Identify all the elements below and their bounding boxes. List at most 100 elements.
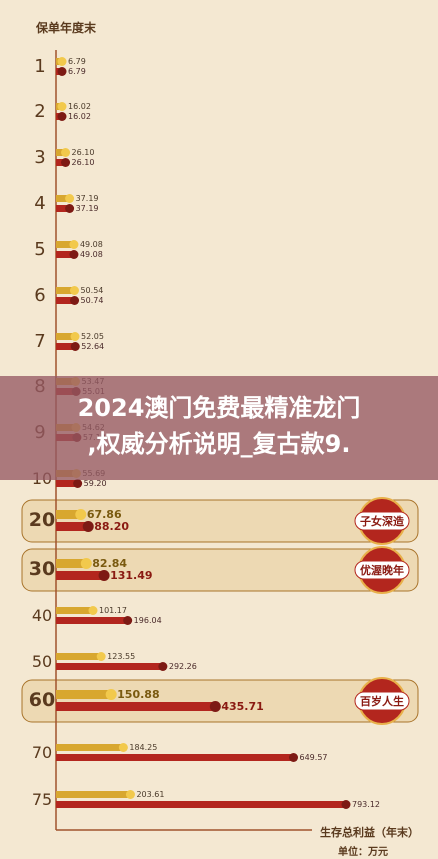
bar-red-label: 131.49: [110, 569, 152, 582]
bar-red: [56, 801, 346, 808]
bar-red-label: 196.04: [134, 616, 162, 625]
bar-red-label: 88.20: [94, 520, 129, 533]
bar-gold-label: 82.84: [92, 557, 127, 570]
bar-red-marker: [98, 570, 110, 581]
badge-label: 百岁人生: [360, 694, 404, 708]
bar-gold: [56, 333, 76, 340]
category-label: 20: [29, 509, 55, 531]
bar-gold: [56, 559, 87, 568]
bar-gold-label: 67.86: [87, 508, 122, 521]
bar-gold: [56, 241, 74, 248]
bar-gold-label: 150.88: [117, 688, 159, 701]
bar-red: [56, 205, 70, 212]
bar-gold-label: 50.54: [80, 286, 103, 295]
bar-gold-label: 184.25: [129, 743, 157, 752]
bar-gold-marker: [61, 148, 71, 157]
bar-red: [56, 754, 294, 761]
bar-red-marker: [82, 521, 94, 532]
category-label: 75: [32, 790, 52, 809]
bar-gold-marker: [57, 57, 67, 66]
bar-gold: [56, 744, 124, 751]
bar-gold: [56, 791, 131, 798]
bar-red-marker: [341, 800, 351, 809]
bar-red-marker: [209, 701, 221, 712]
bar-gold-marker: [70, 332, 80, 341]
bar-red: [56, 663, 163, 670]
bar-gold: [56, 287, 75, 294]
bar-red-marker: [70, 296, 80, 305]
category-label: 70: [32, 743, 52, 762]
bar-gold-marker: [57, 102, 67, 111]
bar-gold-marker: [69, 240, 79, 249]
bar-red-label: 37.19: [76, 204, 99, 213]
bar-red: [56, 343, 76, 350]
bar-gold-label: 203.61: [136, 790, 164, 799]
bar-gold-label: 52.05: [81, 332, 104, 341]
bar-red-marker: [73, 479, 83, 488]
bar-red-label: 50.74: [81, 296, 104, 305]
category-label: 50: [32, 652, 52, 671]
badge-pill: [354, 560, 410, 580]
x-axis-title: 生存总利益（年末）: [320, 825, 419, 839]
bar-red-marker: [158, 662, 168, 671]
badge-label: 子女深造: [360, 514, 405, 528]
bar-gold-label: 6.79: [68, 57, 86, 66]
bar-red: [56, 571, 105, 580]
category-label: 6: [34, 285, 45, 306]
highlight-row-band: [21, 679, 419, 723]
y-axis-title: 保单年度末: [35, 20, 97, 35]
bar-red-label: 292.26: [169, 662, 197, 671]
category-label: 40: [32, 606, 52, 625]
bar-gold-label: 37.19: [76, 194, 99, 203]
bar-gold-label: 26.10: [72, 148, 95, 157]
bar-red: [56, 251, 74, 258]
highlight-row-band: [21, 499, 419, 543]
watermark-banner: [0, 376, 438, 480]
bar-red-marker: [57, 112, 67, 121]
bar-gold-label: 123.55: [107, 652, 135, 661]
bar-gold-marker: [65, 194, 75, 203]
bar-gold: [56, 510, 81, 519]
bar-red: [56, 297, 75, 304]
badge-pill: [354, 511, 410, 531]
category-label: 2: [34, 101, 45, 122]
bar-red-label: 435.71: [221, 700, 263, 713]
unit-label: 单位：万元: [338, 845, 388, 858]
category-label: 5: [34, 239, 45, 260]
bar-gold-marker: [96, 652, 106, 661]
bar-gold-marker: [88, 606, 98, 615]
badge-pill: [354, 691, 410, 711]
bar-red-marker: [69, 250, 79, 259]
bar-red-label: 649.57: [300, 753, 328, 762]
bar-red: [56, 159, 66, 166]
bar-red-label: 49.08: [80, 250, 103, 259]
bar-gold-marker: [80, 558, 92, 569]
bar-red-marker: [289, 753, 299, 762]
bar-gold: [56, 195, 70, 202]
category-label: 30: [29, 558, 55, 580]
bar-gold-marker: [118, 743, 128, 752]
bar-gold: [56, 653, 102, 660]
badge-label: 优渥晚年: [360, 563, 404, 577]
bar-red-label: 793.12: [352, 800, 380, 809]
bar-red-marker: [57, 67, 67, 76]
bar-red: [56, 522, 89, 531]
watermark-line-1: 2024澳门免费最精准龙门: [77, 394, 361, 422]
bar-gold-label: 101.17: [99, 606, 127, 615]
bar-red: [56, 702, 216, 711]
bar-red: [56, 617, 128, 624]
bar-gold-marker: [75, 509, 87, 520]
bar-red-label: 16.02: [68, 112, 91, 121]
category-label: 60: [29, 689, 55, 711]
bar-gold-label: 16.02: [68, 102, 91, 111]
bar-gold-marker: [125, 790, 135, 799]
bar-red-label: 59.20: [84, 479, 107, 488]
category-label: 1: [34, 56, 45, 77]
highlight-row-band: [21, 548, 419, 592]
bar-red: [56, 480, 78, 487]
bar-red-label: 26.10: [72, 158, 95, 167]
bar-gold: [56, 690, 112, 699]
bar-red-marker: [123, 616, 133, 625]
bar-gold: [56, 607, 93, 614]
